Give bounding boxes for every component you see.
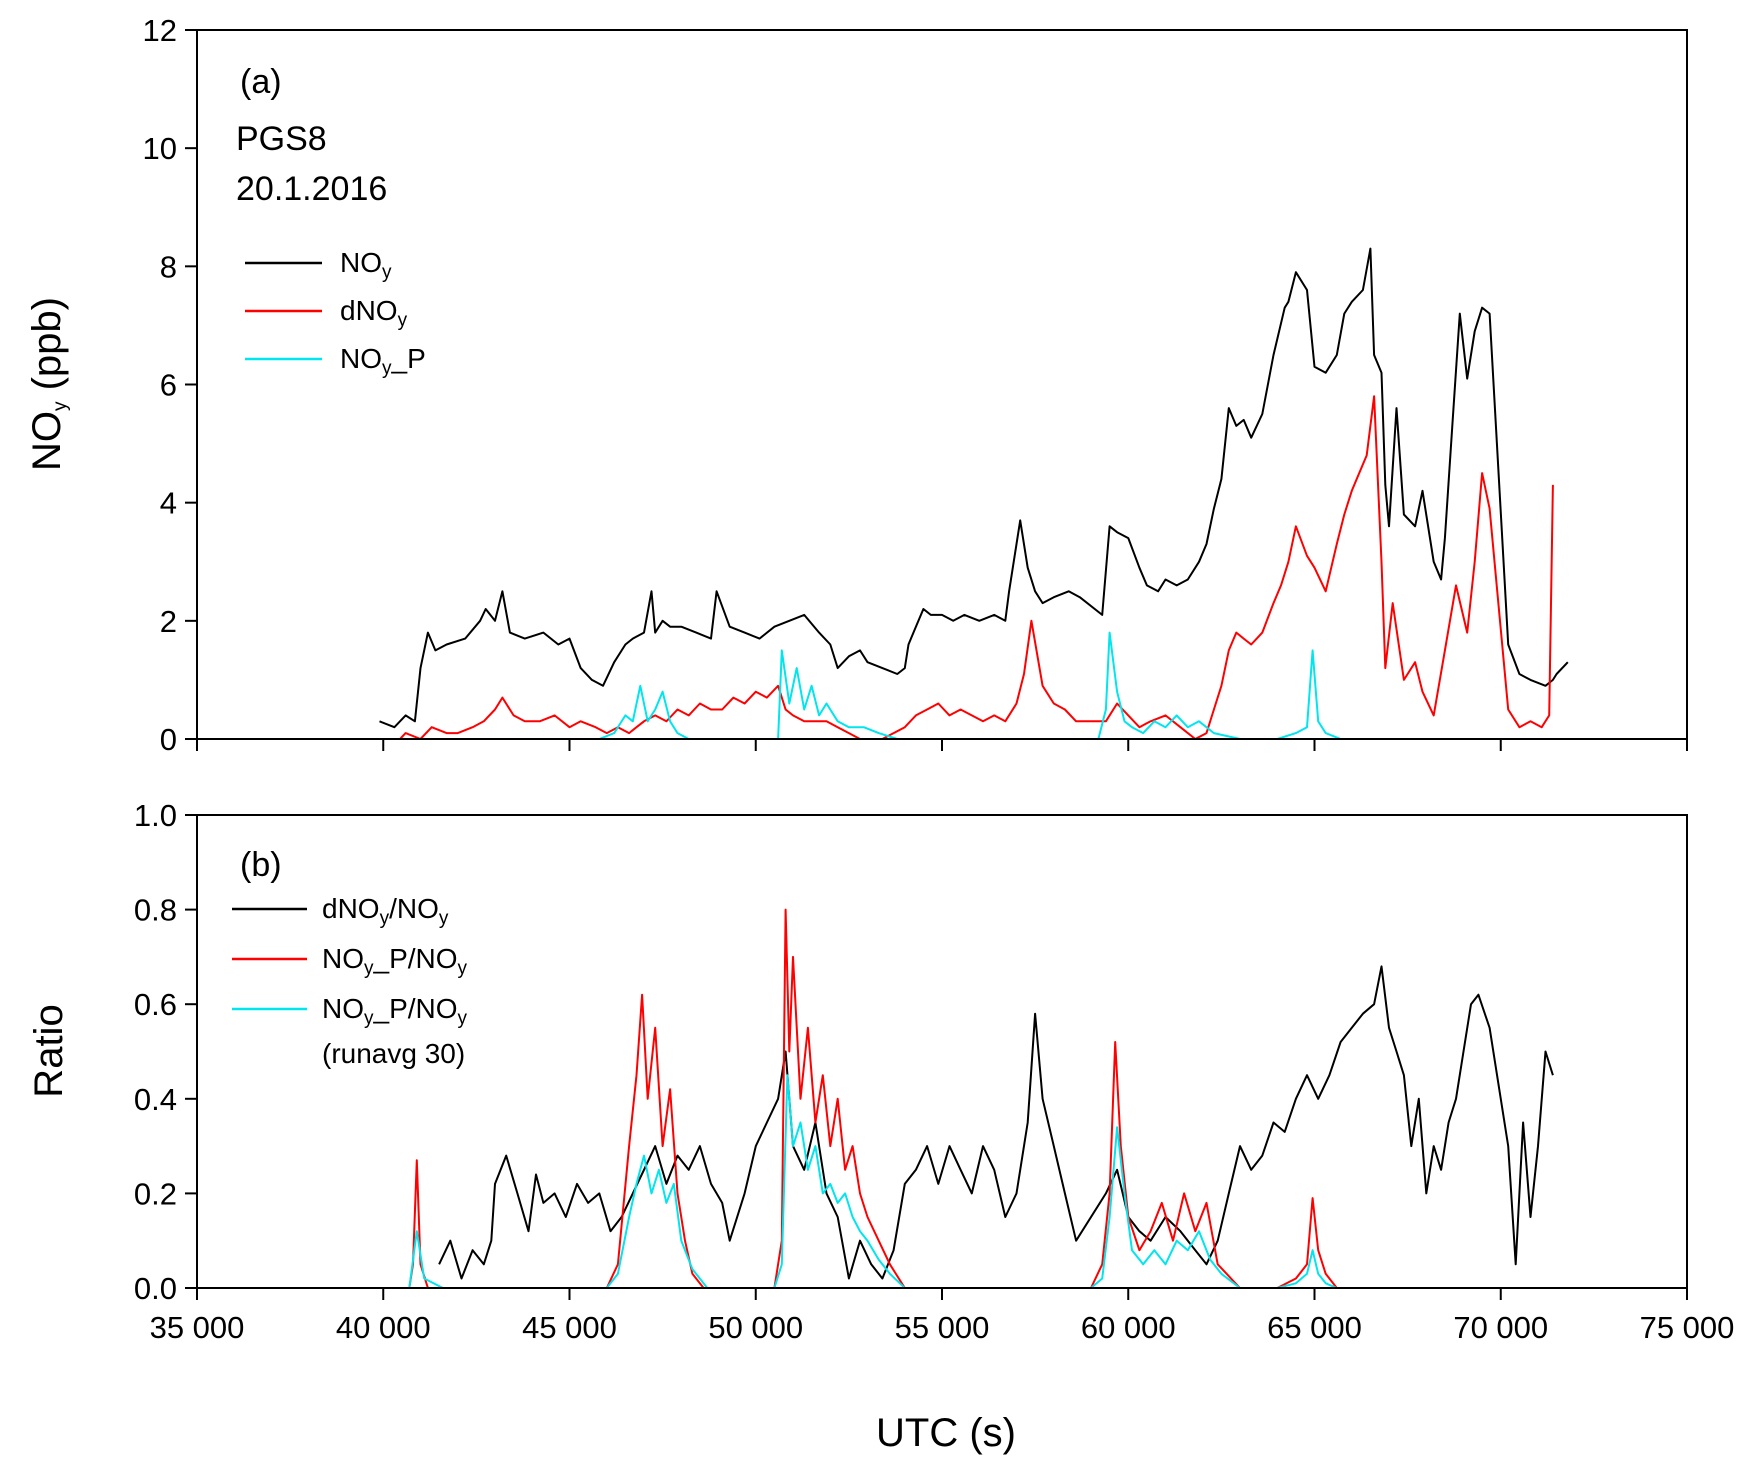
- y-tick-label-b: 0.6: [134, 987, 177, 1022]
- y-tick-label-a: 4: [160, 486, 177, 521]
- y-axis-title-b: Ratio: [27, 1004, 71, 1097]
- x-tick-label-b: 70 000: [1453, 1310, 1548, 1345]
- panel-label-a: (a): [240, 63, 282, 101]
- series-line-a-2: [379, 631, 1553, 739]
- y-tick-label-b: 0.4: [134, 1082, 177, 1117]
- y-tick-label-a: 6: [160, 368, 177, 403]
- legend-label-a: dNOy: [340, 295, 408, 331]
- y-tick-label-a: 12: [143, 13, 177, 48]
- y-axis-title-a: NOy (ppb): [25, 297, 71, 471]
- legend-label-b: NOy_P/NOy: [322, 993, 468, 1029]
- legend-label-a: NOy_P: [340, 343, 426, 379]
- series-line-b-0: [438, 965, 1554, 1280]
- panel-annotation-a: PGS8: [236, 120, 327, 158]
- series-line-a-1: [398, 395, 1554, 739]
- legend-label-b: NOy_P/NOy: [322, 943, 468, 979]
- y-tick-label-a: 2: [160, 604, 177, 639]
- x-tick-label-b: 60 000: [1081, 1310, 1176, 1345]
- panel-label-b: (b): [240, 846, 282, 884]
- panel-b: 0.0 0.2 0.4 0.6 0.8 1.0 35 000 40 000 45 000 50 0…: [27, 798, 1734, 1345]
- legend-note-b: (runavg 30): [322, 1038, 465, 1069]
- x-axis-title: UTC (s): [876, 1411, 1016, 1455]
- legend-label-b: dNOy/NOy: [322, 893, 449, 929]
- panel-annotation-a: 20.1.2016: [236, 170, 387, 208]
- y-tick-label-b: 0.2: [134, 1176, 177, 1211]
- y-tick-label-a: 10: [143, 131, 177, 166]
- panel-a: 0 2 4 6 8 10 12 NOy (ppb) (a) PGS8 20.1.2016 NOy dNO…: [25, 13, 1688, 757]
- plot-frame-a: [196, 29, 1688, 740]
- x-tick-label-b: 75 000: [1640, 1310, 1735, 1345]
- y-tick-label-a: 0: [160, 722, 177, 757]
- x-tick-label-b: 50 000: [708, 1310, 803, 1345]
- y-tick-label-b: 0.8: [134, 893, 177, 928]
- x-tick-label-b: 65 000: [1267, 1310, 1362, 1345]
- y-tick-label-b: 0.0: [134, 1271, 177, 1306]
- x-tick-label-b: 45 000: [522, 1310, 617, 1345]
- x-tick-label-b: 55 000: [895, 1310, 990, 1345]
- series-line-b-1: [383, 908, 1538, 1288]
- y-tick-label-a: 8: [160, 249, 177, 284]
- series-line-b-2: [383, 1074, 1538, 1288]
- x-tick-label-b: 40 000: [336, 1310, 431, 1345]
- legend-label-a: NOy: [340, 247, 392, 283]
- series-line-a-0: [379, 247, 1569, 729]
- x-tick-label-b: 35 000: [150, 1310, 245, 1345]
- y-tick-label-b: 1.0: [134, 798, 177, 833]
